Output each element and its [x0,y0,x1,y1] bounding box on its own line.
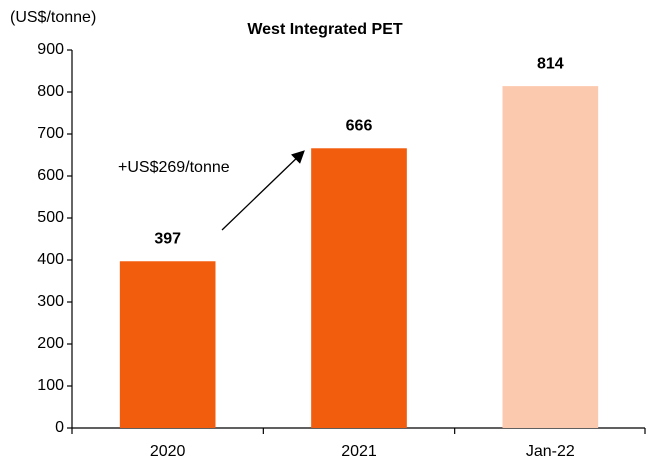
y-axis-label: (US$/tonne) [10,9,96,26]
annotation-arrow [221,150,305,231]
chart-title: West Integrated PET [247,21,403,38]
y-tick-label: 0 [55,419,64,436]
value-label: 814 [537,55,564,72]
y-tick-label: 900 [37,41,64,58]
x-tick-label: 2021 [341,443,377,460]
x-tick-label: 2020 [150,443,186,460]
bar [311,148,407,428]
y-tick-label: 500 [37,209,64,226]
y-tick-label: 200 [37,335,64,352]
bar [502,86,599,429]
y-tick-label: 600 [37,167,64,184]
y-tick-label: 300 [37,293,64,310]
annotation: +US$269/tonne [118,159,230,176]
value-label: 666 [346,117,373,134]
x-tick-label: Jan-22 [526,443,575,460]
y-tick-label: 800 [37,83,64,100]
y-tick-label: 400 [37,251,64,268]
bar [119,261,216,428]
value-label: 397 [154,230,181,247]
y-tick-label: 700 [37,125,64,142]
y-tick-label: 100 [37,377,64,394]
